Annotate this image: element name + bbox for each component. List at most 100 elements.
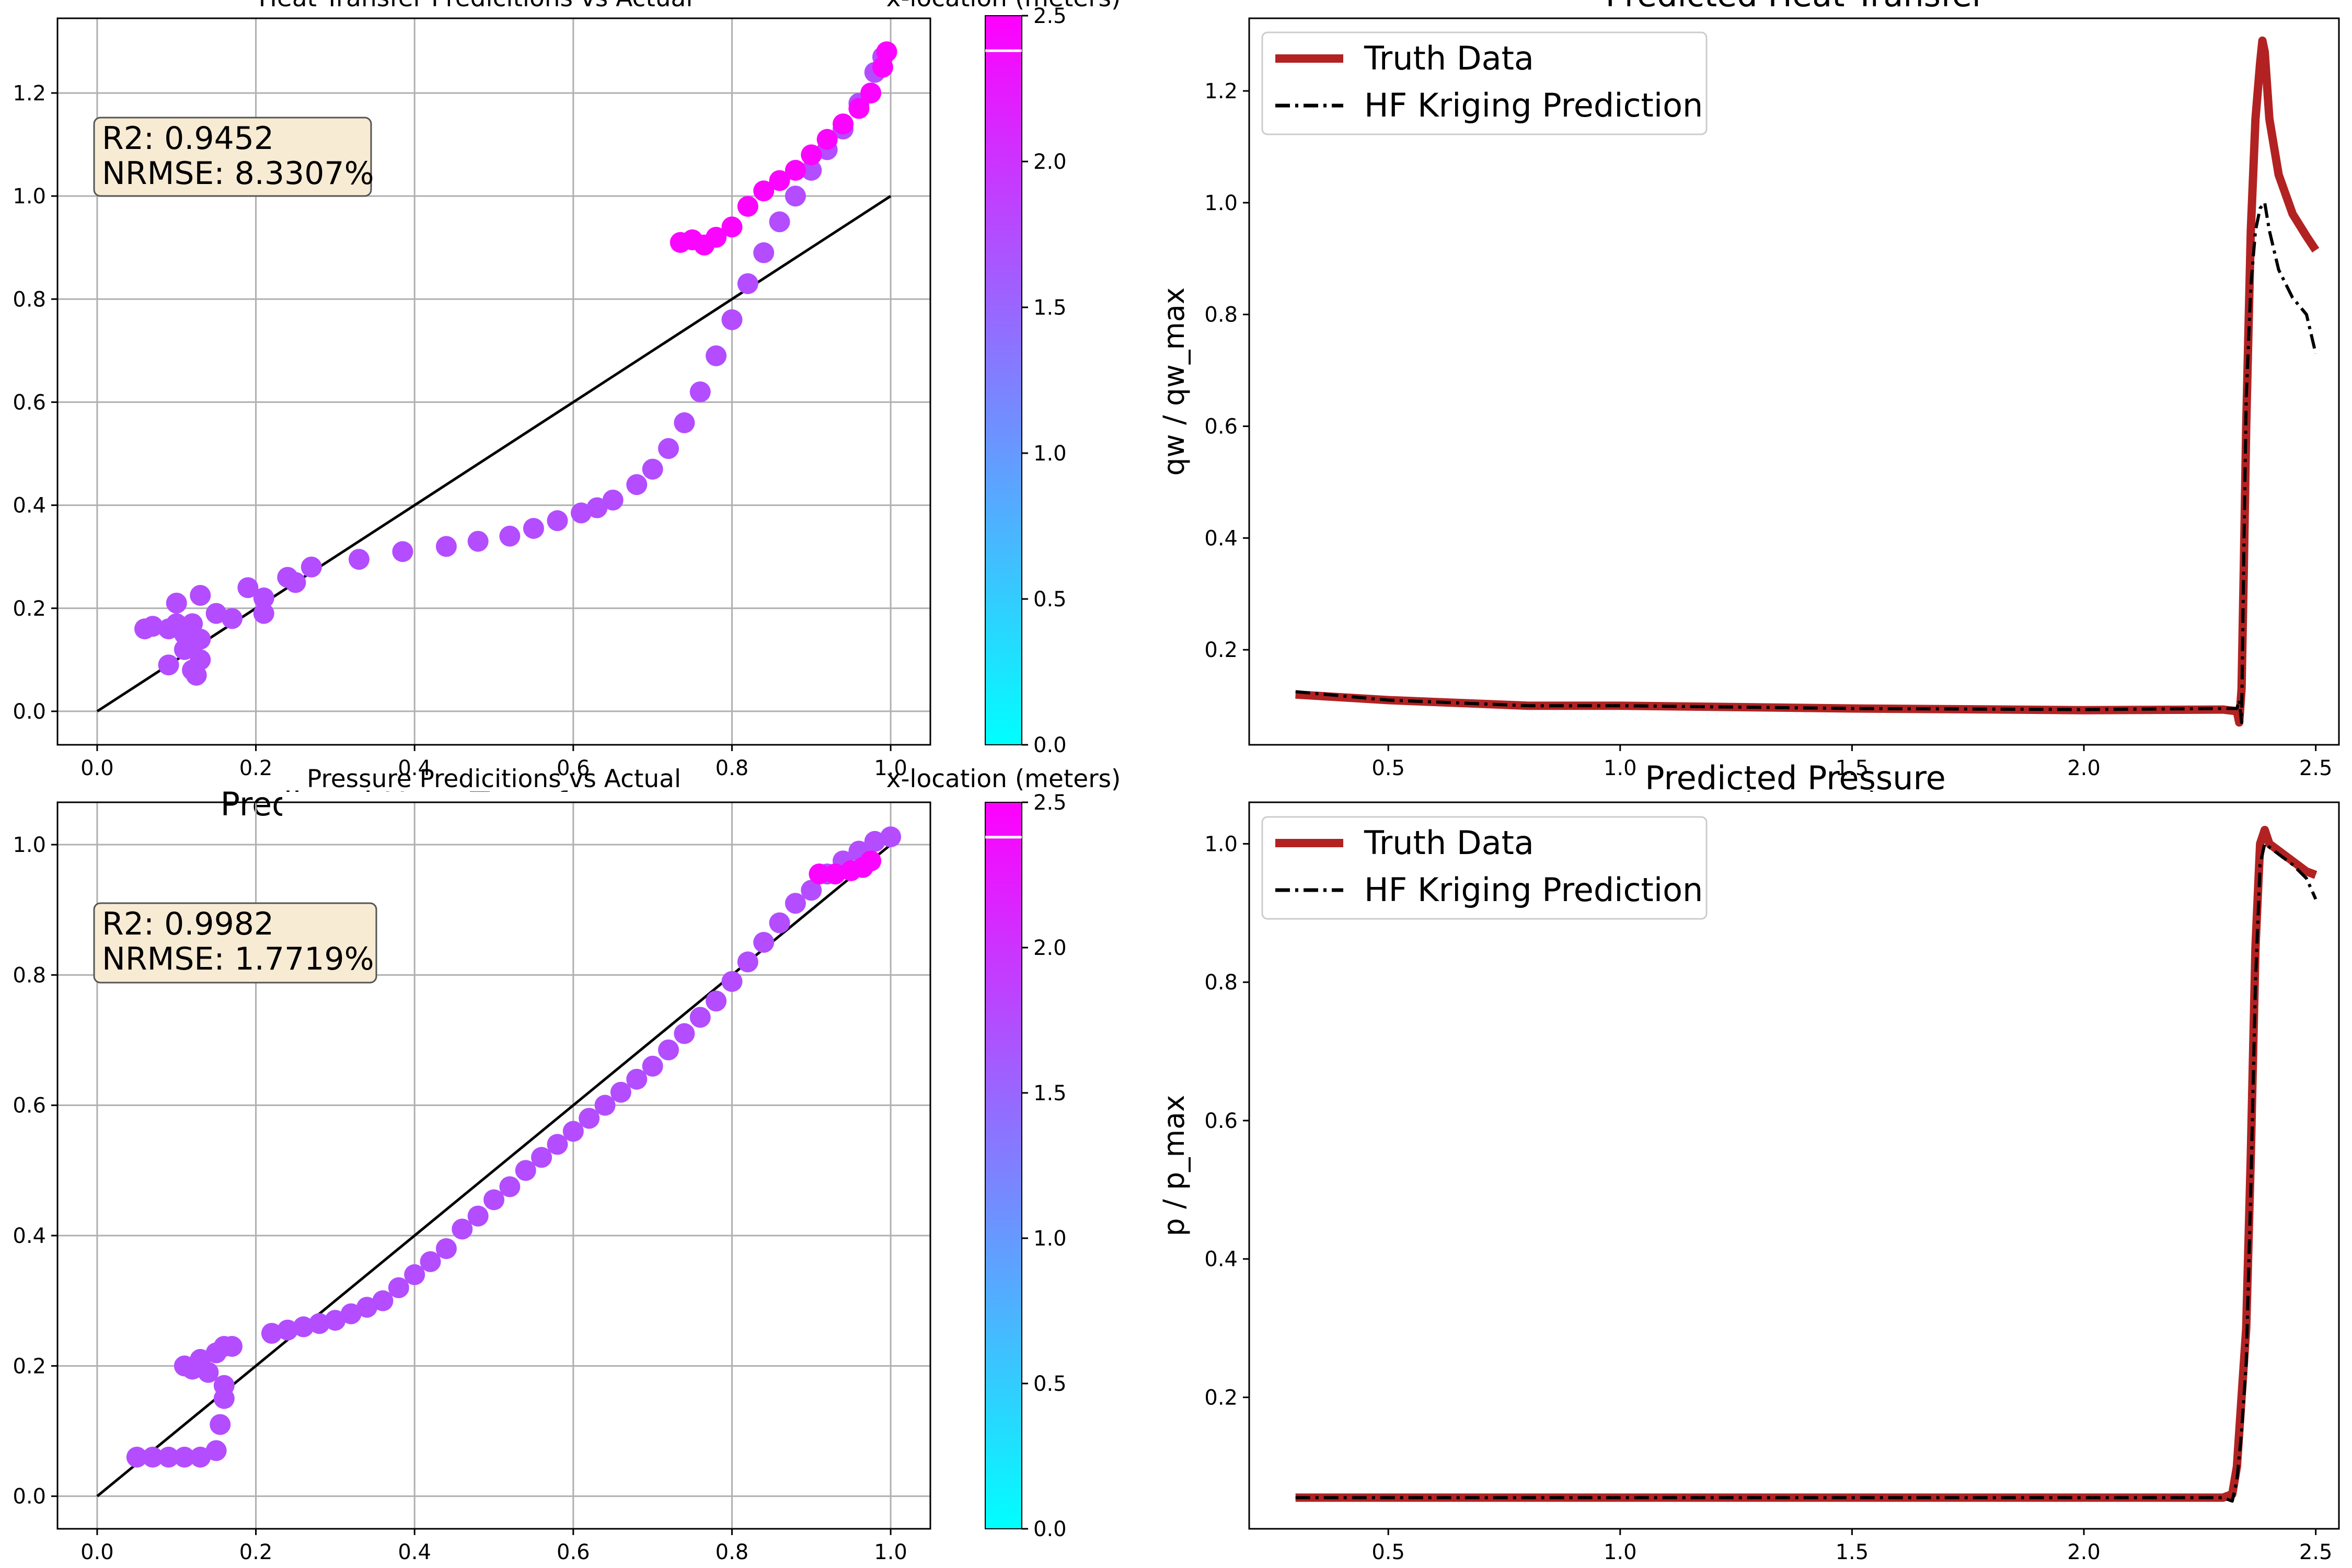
heat-scatter-xtick-label: 0.6 (557, 756, 590, 780)
heat-scatter-point (222, 608, 243, 629)
pressure-scatter-point (420, 1251, 441, 1272)
pressure-scatter-xtick-label: 0.4 (398, 1540, 431, 1564)
pressure-line-frame (1248, 801, 2340, 1530)
pressure-scatter-point (325, 1310, 346, 1331)
pressure-scatter-stats-box: R2: 0.9982 NRMSE: 1.7719% (93, 902, 377, 984)
pressure-scatter-point (737, 951, 758, 973)
pressure-scatter-point (531, 1147, 552, 1168)
heat-scatter-point (860, 82, 882, 103)
pressure-scatter-point (190, 1348, 211, 1370)
heat-colorbar-tick-label: 0.0 (1033, 733, 1067, 757)
pressure-line-ylabel: p / p_max (1157, 1095, 1191, 1237)
pressure-scatter-point (435, 1238, 457, 1259)
pressure-scatter-point (222, 1335, 243, 1357)
pressure-line-xtick-label: 1.5 (1836, 1540, 1869, 1564)
heat-colorbar-tick-label: 2.5 (1033, 4, 1067, 28)
heat-scatter-point (467, 531, 489, 552)
pressure-line-legend: Truth Data HF Kriging Prediction (1261, 816, 1708, 920)
heat-colorbar-tick-label: 0.5 (1033, 587, 1067, 612)
heat-scatter-point (721, 309, 743, 330)
heat-colorbar-ticks: 0.0 0.5 1.0 1.5 2.0 2.5 (1022, 4, 1067, 757)
heat-scatter-point (158, 654, 179, 676)
pressure-line-title: Predicted Pressure (1645, 759, 1946, 797)
heat-scatter-frame (56, 17, 931, 746)
pressure-scatter-point (205, 1440, 227, 1461)
heat-line-ytick-label: 1.0 (1204, 191, 1238, 215)
pressure-colorbar: x-location (meters) 0.0 0.5 1.0 1.5 2.0 2.5 (886, 765, 1121, 1541)
pressure-scatter-point (547, 1134, 568, 1155)
heat-scatter-point (253, 587, 274, 609)
heat-scatter-point (753, 242, 775, 263)
pressure-scatter-xtick-label: 1.0 (874, 1540, 907, 1564)
heat-scatter-point (674, 412, 695, 433)
heat-line-ytick-label: 0.6 (1204, 415, 1238, 439)
pressure-legend-truth-label: Truth Data (1364, 824, 1534, 862)
heat-scatter-ytick-label: 0.2 (13, 597, 46, 621)
heat-scatter-panel: Heat Transfer Predicitions vs Actual 0.0… (13, 0, 931, 780)
heat-scatter-ytick-label: 0.8 (13, 287, 46, 312)
pressure-line-xtick-label: 2.0 (2067, 1540, 2101, 1564)
pressure-line-ytick-label: 1.0 (1204, 832, 1238, 856)
pressure-colorbar-gradient (985, 802, 1022, 1529)
pressure-scatter-ytick-label: 0.4 (13, 1224, 46, 1248)
pressure-line-xticks: 0.5 1.0 1.5 2.0 2.5 (1371, 1529, 2332, 1564)
heat-scatter-point (833, 113, 854, 135)
pressure-scatter-ytick-label: 0.2 (13, 1354, 46, 1378)
heat-scatter-ytick-label: 1.0 (13, 185, 46, 209)
pressure-scatter-panel: Predicted Heat Transfer Pressure Predici… (13, 765, 931, 1564)
heat-line-ylabel: qw / qw_max (1157, 287, 1191, 476)
heat-scatter-point (166, 592, 187, 614)
pressure-scatter-point (174, 1446, 195, 1468)
pressure-scatter-xtick-label: 0.6 (557, 1540, 590, 1564)
heat-scatter-xtick-label: 0.8 (716, 756, 749, 780)
pressure-scatter-xtick-label: 0.8 (716, 1540, 749, 1564)
pressure-scatter-yticks: 0.0 0.2 0.4 0.6 0.8 1.0 (13, 833, 57, 1509)
heat-scatter-point (785, 159, 806, 181)
pressure-scatter-point (158, 1446, 179, 1468)
heat-line-xticks: 0.5 1.0 1.5 2.0 2.5 (1371, 745, 2332, 780)
heat-line-legend: Truth Data HF Kriging Prediction (1261, 31, 1708, 135)
pressure-scatter-point (372, 1290, 394, 1311)
heat-line-xtick-label: 0.5 (1371, 756, 1405, 780)
pressure-scatter-point (753, 932, 775, 953)
heat-scatter-point (571, 502, 592, 524)
pressure-scatter-xticks: 0.0 0.2 0.4 0.6 0.8 1.0 (80, 1529, 907, 1564)
heat-scatter-point (706, 226, 727, 248)
heat-scatter-ytick-label: 0.4 (13, 494, 46, 518)
heat-scatter-point (237, 577, 259, 598)
heat-scatter-point (190, 585, 211, 606)
pressure-scatter-point (864, 831, 885, 852)
pressure-scatter-point (213, 1375, 235, 1396)
heat-scatter-point (253, 603, 274, 624)
heat-scatter-point (801, 144, 822, 166)
heat-scatter-point (801, 159, 822, 181)
pressure-scatter-point (404, 1264, 425, 1285)
pressure-line-ytick-label: 0.2 (1204, 1386, 1238, 1410)
pressure-scatter-point (785, 893, 806, 914)
pressure-scatter-xtick-label: 0.0 (80, 1540, 114, 1564)
pressure-scatter-point (689, 1007, 711, 1028)
pressure-scatter-point (610, 1081, 631, 1103)
pressure-line-yticks: 0.2 0.4 0.6 0.8 1.0 (1204, 832, 1249, 1410)
pressure-scatter-point (824, 863, 846, 885)
pressure-legend-kriging-label: HF Kriging Prediction (1364, 871, 1703, 909)
heat-scatter-point (769, 211, 790, 233)
heat-scatter-point (642, 458, 663, 480)
heat-scatter-point (737, 273, 758, 294)
heat-scatter-point (721, 216, 743, 238)
heat-scatter-ytick-label: 0.6 (13, 390, 46, 414)
heat-scatter-point (658, 438, 679, 459)
heat-scatter-xtick-label: 1.0 (874, 756, 907, 780)
heat-scatter-point (626, 474, 648, 495)
pressure-colorbar-tick-label: 0.5 (1033, 1372, 1067, 1396)
pressure-colorbar-tick-label: 1.5 (1033, 1081, 1067, 1105)
pressure-scatter-xtick-label: 0.2 (239, 1540, 273, 1564)
pressure-scatter-ytick-label: 0.8 (13, 963, 46, 987)
heat-legend-kriging-label: HF Kriging Prediction (1364, 86, 1703, 124)
heat-line-xtick-label: 1.5 (1836, 756, 1869, 780)
heat-line-ytick-label: 0.8 (1204, 303, 1238, 327)
heat-scatter-nrmse: NRMSE: 8.3307% (102, 155, 374, 192)
pressure-scatter-point (356, 1297, 378, 1318)
heat-line-xtick-label: 2.0 (2067, 756, 2101, 780)
heat-line-title: Predicted Heat Transfer (1606, 0, 1986, 14)
